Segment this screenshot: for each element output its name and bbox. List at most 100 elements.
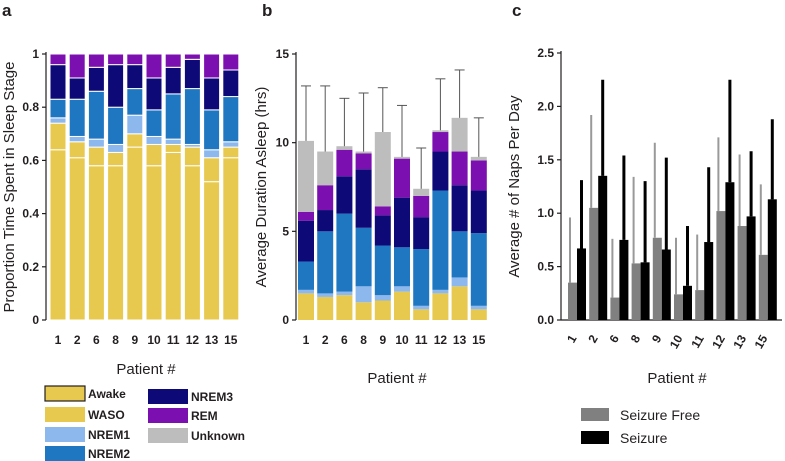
- legend-label-rem: REM: [191, 409, 218, 423]
- panel-b-x-tick-label: 12: [434, 333, 448, 347]
- panel-a-bar-awake-p8: [107, 165, 125, 321]
- panel-c-x-tick-label: 15: [752, 332, 771, 351]
- panel-b-bar-rem-p9: [374, 206, 391, 216]
- panel-c-x-axis-title: Patient #: [647, 370, 707, 387]
- panel-letter-a: a: [2, 1, 12, 20]
- stage-legend: Awake WASO NREM1 NREM2 NREM3 REM Unknown: [44, 385, 245, 461]
- panel-b-bar-nrem1-p11: [413, 305, 430, 310]
- panel-a-bar-nrem1-p10: [145, 135, 163, 145]
- panel-b-bar-waso-p13: [451, 286, 468, 320]
- panel-c-chart: 0.0 0.5 1.0 1.5 2.0 2.5 Average # of Naps Per …: [506, 46, 782, 387]
- panel-a-bar-rem-p10: [145, 53, 163, 79]
- panel-b-bar-nrem1-p12: [432, 289, 449, 294]
- panel-letter-c: c: [512, 1, 521, 20]
- panel-b-bar-nrem3-p1: [298, 220, 314, 262]
- panel-b-bar-waso-p11: [413, 309, 430, 320]
- panel-b-bar-nrem3-p15: [470, 190, 487, 234]
- panel-b-x-tick-label: 9: [379, 333, 386, 347]
- panel-a-chart: 0 0.2 0.4 0.6 0.8 1 Proportion Time Spent in S…: [1, 47, 240, 378]
- panel-a-bar-nrem3-p1: [49, 64, 67, 100]
- panel-a-x-tick-label: 2: [74, 333, 81, 347]
- legend-label-seizure: Seizure: [620, 430, 668, 446]
- panel-c-y-tick-label: 0.0: [537, 313, 554, 327]
- legend-swatch-awake: [44, 385, 86, 402]
- panel-a-bar-nrem3-p9: [126, 64, 144, 90]
- panel-c-bar-seizure-p10: [683, 285, 692, 320]
- panel-a-bar-nrem3-p12: [183, 58, 201, 90]
- panel-b-bar-nrem1-p10: [394, 286, 410, 292]
- panel-a-bar-nrem1-p9: [126, 114, 144, 135]
- panel-a-x-tick-label: 12: [186, 333, 200, 347]
- panel-b-bar-nrem2-p2: [317, 231, 334, 294]
- panel-a-bar-nrem1-p6: [87, 138, 105, 148]
- panel-a-bar-nrem3-p10: [145, 77, 163, 111]
- legend-item-nrem3: NREM3: [148, 389, 233, 404]
- panel-b-bar-rem-p2: [317, 185, 334, 211]
- panel-a-bar-awake-p9: [126, 146, 144, 321]
- panel-a-y-tick-label: 0.6: [22, 153, 39, 167]
- legend-label-nrem3: NREM3: [191, 390, 233, 404]
- panel-b-bar-nrem1-p2: [317, 293, 334, 297]
- panel-a-bar-awake-p11: [164, 151, 182, 321]
- panel-a-y-tick-label: 0.2: [22, 260, 39, 274]
- panel-b-bar-nrem3-p9: [374, 215, 391, 246]
- panel-b-bar-nrem2-p12: [432, 190, 449, 290]
- legend-item-rem: REM: [148, 408, 218, 423]
- legend-swatch-nrem3: [148, 389, 188, 404]
- panel-a-bar-rem-p9: [126, 53, 144, 66]
- panel-a-x-tick-label: 8: [112, 333, 119, 347]
- legend-item-unknown: Unknown: [148, 428, 245, 443]
- panel-c-bar-seizure-p11: [704, 242, 714, 320]
- panel-b-bar-nrem3-p2: [317, 210, 334, 232]
- panel-a-bar-waso-p10: [145, 143, 163, 167]
- panel-c-y-tick-label: 2.0: [537, 99, 554, 113]
- panel-c-bar-seizure-p1: [577, 248, 586, 320]
- panel-a-bar-nrem2-p15: [222, 96, 240, 143]
- panel-b-bar-rem-p12: [432, 132, 449, 152]
- panel-a-x-axis-title: Patient #: [116, 361, 176, 378]
- panel-c-x-tick-label: 9: [649, 332, 665, 345]
- panel-b-bar-rem-p1: [298, 211, 314, 221]
- naps-legend: Seizure Free Seizure: [581, 407, 700, 446]
- panel-letter-b: b: [262, 1, 272, 20]
- panel-b-bar-unknown-p1: [298, 140, 314, 212]
- panel-b-bar-unknown-p12: [432, 130, 449, 133]
- panel-a-y-axis-title: Proportion Time Spent in Sleep Stage: [1, 62, 18, 313]
- panel-c-y-tick-label: 1.0: [537, 206, 554, 220]
- panel-a-bar-nrem3-p6: [87, 66, 105, 92]
- panel-a-bar-nrem2-p1: [49, 98, 67, 119]
- panel-a-x-tick-label: 10: [147, 333, 161, 347]
- panel-a-bar-nrem2-p13: [203, 109, 221, 151]
- panel-c-bar-seizure-free-p15: [758, 254, 768, 320]
- panel-b-bar-rem-p11: [413, 195, 430, 218]
- panel-a-bar-waso-p12: [183, 146, 201, 167]
- panel-c-x-tick-label: 6: [607, 332, 623, 345]
- panel-b-bar-nrem2-p6: [336, 213, 353, 292]
- panel-a-bar-waso-p1: [49, 122, 67, 151]
- panel-a-bar-nrem2-p12: [183, 88, 201, 145]
- panel-b-x-tick-label: 1: [303, 333, 310, 347]
- panel-c-bar-seizure-free-p11: [695, 290, 705, 320]
- panel-b-bar-unknown-p11: [413, 188, 430, 196]
- panel-b-bar-nrem3-p13: [451, 185, 468, 232]
- panel-c-bar-seizure-free-p10: [674, 294, 683, 320]
- panel-b-bar-waso-p6: [336, 295, 353, 320]
- legend-swatch-rem: [148, 408, 188, 423]
- panel-c-bar-seizure-free-p1: [568, 282, 577, 320]
- panel-b-bar-nrem1-p15: [470, 305, 487, 310]
- panel-a-x-tick-label: 9: [131, 333, 138, 347]
- legend-swatch-nrem2: [45, 446, 85, 461]
- panel-b-bar-nrem3-p6: [336, 176, 353, 214]
- panel-b-bar-waso-p9: [374, 300, 391, 320]
- panel-b-y-axis-title: Average Duration Asleep (hrs): [253, 87, 270, 288]
- panel-b-bar-nrem1-p9: [374, 295, 391, 301]
- panel-a-bar-nrem1-p15: [222, 141, 240, 148]
- panel-c-x-tick-label: 1: [564, 332, 580, 345]
- panel-b-bar-waso-p15: [470, 309, 487, 320]
- legend-label-seizure-free: Seizure Free: [620, 407, 700, 423]
- panel-a-y-tick-label: 0.4: [22, 207, 39, 221]
- panel-b-bar-nrem2-p15: [470, 233, 487, 306]
- panel-a-y-tick-label: 1: [32, 47, 39, 61]
